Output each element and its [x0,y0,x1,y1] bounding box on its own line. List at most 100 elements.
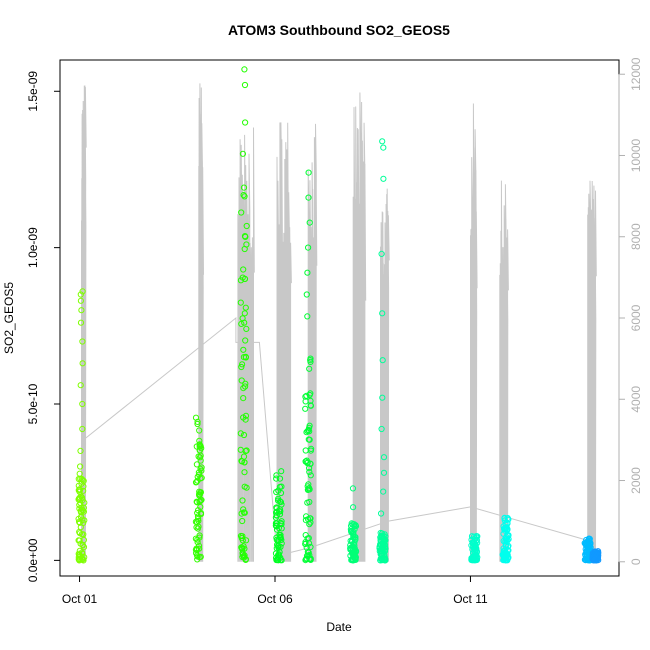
data-point [276,483,283,491]
data-point [305,194,312,201]
data-point [304,499,311,506]
data-point [275,537,282,545]
data-point [276,511,284,518]
data-point [304,535,311,542]
data-point [238,377,245,384]
data-point [278,501,285,508]
data-point [376,545,383,552]
data-point [305,169,312,176]
data-point [193,461,200,468]
data-point [237,277,244,284]
data-point [192,535,199,542]
data-point [77,291,84,298]
y-axis-label: SO2_GEOS5 [2,282,16,354]
data-point [240,346,247,353]
data-point [243,222,250,230]
data-point [584,542,591,550]
data-point [241,552,248,559]
data-point [303,457,310,464]
data-point [196,443,203,450]
data-point [77,499,84,506]
data-point [81,499,88,506]
data-point [306,521,313,528]
x-tick-label: Oct 06 [257,592,293,606]
data-point [304,269,311,276]
data-point [350,534,357,541]
data-point [240,184,248,191]
data-point [241,310,248,317]
data-point [352,523,360,530]
data-point [75,487,82,494]
data-point [237,446,244,453]
data-point [194,509,201,517]
data-point [277,508,284,515]
y2-tick-label: 10000 [629,138,643,172]
altitude-trace [587,180,597,562]
data-point [302,532,309,539]
data-point [241,245,248,253]
y-axis: 0.0e+00 5.0e-10 1.0e-09 1.5e-09 [26,71,61,582]
x-axis-label: Date [326,620,352,634]
data-point [273,545,280,552]
data-point [80,544,88,551]
data-point [306,552,313,559]
data-point [381,541,389,548]
data-point [196,491,203,498]
altitude-series [81,83,597,562]
data-point [79,550,86,557]
data-point [197,510,205,518]
data-point [241,509,248,516]
data-point [277,519,284,527]
data-point [349,555,356,563]
data-point [379,310,386,317]
data-point [380,469,388,476]
data-point [347,542,354,549]
data-point [501,525,508,533]
data-point [80,557,87,564]
y2-tick-label: 0 [629,558,643,565]
data-point [473,548,480,555]
data-point [586,537,593,544]
data-point [273,472,280,479]
data-point [306,219,313,226]
data-point [79,288,86,295]
data-point [240,192,247,199]
data-point [242,412,250,419]
data-point [302,398,309,405]
y-tick-label: 1.5e-09 [26,71,40,112]
data-point [306,391,313,399]
data-point [273,523,280,530]
data-point [79,400,86,408]
data-point [196,488,203,495]
x-axis: Oct 01 Oct 06 Oct 11 [62,575,488,606]
data-point [303,544,310,551]
y2-tick-label: 6000 [629,304,643,331]
data-point [307,515,314,522]
y2-tick-label: 8000 [629,223,643,250]
data-point [196,441,203,448]
data-point [273,509,280,516]
data-point [75,554,82,561]
data-point [241,233,249,240]
data-point [243,484,250,491]
data-point [347,544,354,552]
data-point [273,512,280,519]
data-point [306,365,313,372]
y-tick-label: 0.0e+00 [26,538,40,582]
data-point [76,495,83,502]
data-points [75,66,602,564]
altitude-trace [307,123,318,562]
data-point [240,553,247,560]
data-point [242,119,249,126]
data-point [273,475,280,482]
data-point [587,544,594,551]
data-point [196,454,203,461]
y-tick-label: 1.0e-09 [26,227,40,268]
y2-axis: 0 2000 4000 6000 8000 10000 12000 [618,57,643,565]
data-point [198,467,205,474]
data-point [379,357,386,364]
data-point [77,382,84,389]
data-point [238,457,245,465]
data-point [380,537,387,545]
